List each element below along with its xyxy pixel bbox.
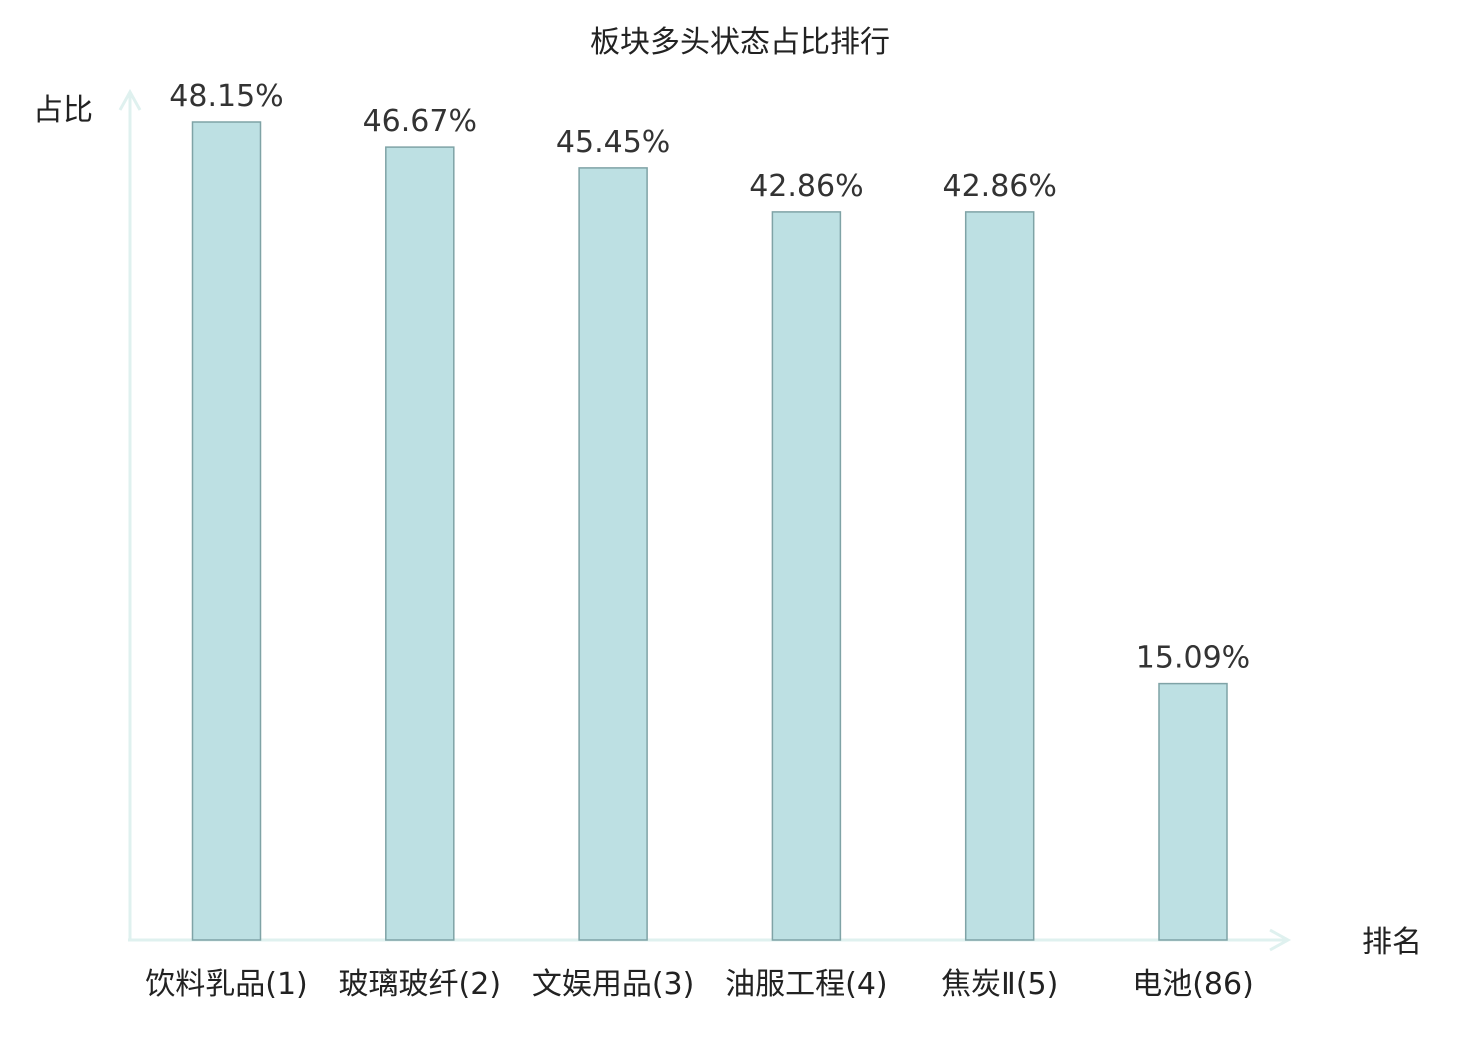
value-label-4: 42.86% [749,169,863,204]
bars-layer [191,121,1228,941]
x-axis: 排名 [128,925,1422,960]
bar-2 [385,146,455,941]
bar-5 [964,211,1035,941]
value-label-2: 46.67% [363,104,477,139]
bar-6 [1158,682,1228,941]
y-axis-arrow [118,88,142,111]
value-label-3: 45.45% [556,125,670,160]
value-label-5: 42.86% [943,169,1057,204]
category-labels-layer: 饮料乳品(1) 玻璃玻纤(2) 文娱用品(3) 油服工程(4) 焦炭Ⅱ(5) 电池(86) [145,967,1254,1002]
y-axis: 占比 [33,88,142,940]
x-axis-title: 排名 [1362,925,1422,960]
value-label-1: 48.15% [169,79,283,114]
category-label-5: 焦炭Ⅱ(5) [941,967,1058,1002]
category-label-1: 饮料乳品(1) [145,967,308,1002]
value-label-6: 15.09% [1136,641,1250,676]
chart-title: 板块多头状态占比排行 [590,25,890,60]
category-label-2: 玻璃玻纤(2) [339,967,502,1002]
x-axis-arrow [1269,928,1292,952]
bar-3 [578,167,648,941]
value-labels-layer: 48.15% 46.67% 45.45% 42.86% 42.86% 15.09% [169,79,1250,676]
bar-1 [191,121,262,941]
category-label-4: 油服工程(4) [725,967,888,1002]
y-axis-title: 占比 [33,93,93,128]
bar-4 [771,211,842,941]
category-label-3: 文娱用品(3) [532,967,695,1002]
category-label-6: 电池(86) [1132,967,1254,1002]
